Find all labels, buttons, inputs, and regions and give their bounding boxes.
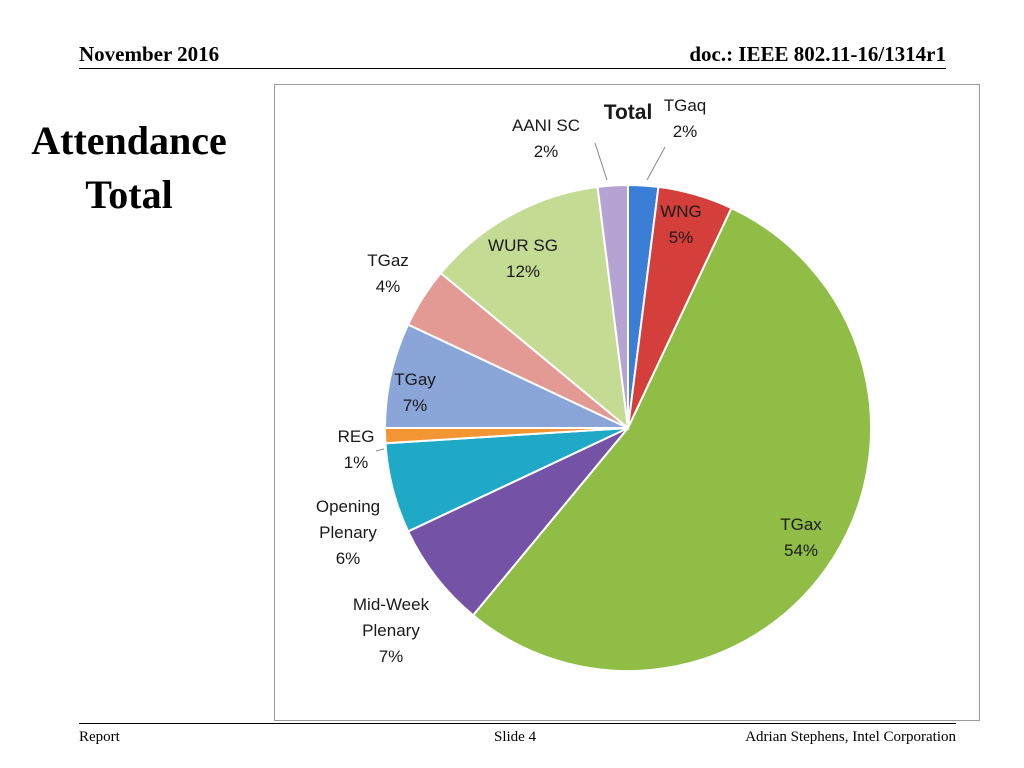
slide-title: Attendance Total	[0, 114, 258, 222]
slice-label-aani-sc: AANI SC 2%	[512, 116, 580, 161]
footer-author: Adrian Stephens, Intel Corporation	[745, 729, 956, 745]
slice-label-tgax: TGax 54%	[780, 515, 822, 560]
slide-title-line1: Attendance	[31, 118, 227, 163]
slice-label-reg: REG 1%	[338, 427, 375, 472]
header-rule	[79, 68, 946, 69]
pie-slice-aani-sc	[596, 183, 629, 429]
pie-slice-mid-week-plenary	[406, 427, 629, 617]
pie-chart-frame: TGaq 2% WNG 5% TGax 54% Mid-Week Plenary 7% Openi…	[274, 84, 980, 721]
slice-label-wur-sg: WUR SG 12%	[488, 236, 558, 281]
header-date: November 2016	[79, 42, 220, 66]
leader-line-reg	[375, 448, 385, 452]
pie-slice-tgay	[383, 323, 629, 429]
leader-line-tgaq	[646, 146, 666, 181]
pie-slice-wur-sg	[439, 185, 630, 431]
footer-left: Report	[79, 729, 120, 745]
slice-label-mid-week-plenary: Mid-Week Plenary 7%	[353, 595, 430, 666]
pie-chart: TGaq 2% WNG 5% TGax 54% Mid-Week Plenary 7% Openi…	[316, 96, 872, 673]
slide-title-line2: Total	[85, 172, 173, 217]
footer-slide-number: Slide 4	[494, 729, 537, 745]
slice-label-tgaq: TGaq 2%	[664, 96, 707, 141]
footer-rule	[79, 723, 956, 724]
header-doc-id: doc.: IEEE 802.11-16/1314r1	[689, 42, 946, 66]
slice-label-tgay: TGay 7%	[394, 370, 436, 415]
slice-label-opening-plenary: Opening Plenary 6%	[316, 497, 380, 568]
slice-label-wng: WNG 5%	[660, 202, 702, 247]
leader-line-aani-sc	[594, 142, 608, 181]
slice-label-tgaz: TGaz 4%	[367, 251, 409, 296]
chart-title: Total	[604, 101, 653, 124]
pie-slice-tgax	[471, 206, 872, 673]
